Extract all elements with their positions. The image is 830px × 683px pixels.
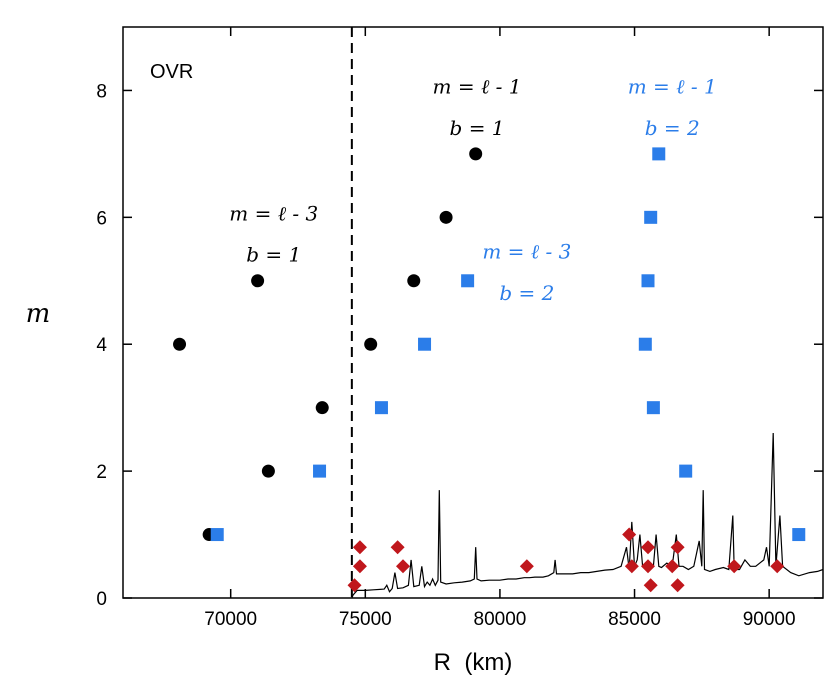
data-point-square: [646, 401, 660, 415]
y-tick-label: 6: [96, 208, 107, 229]
data-point-circle: [469, 147, 483, 161]
x-tick-label: 75000: [339, 609, 392, 630]
data-point-square: [461, 274, 475, 288]
data-point-circle: [364, 337, 378, 351]
x-tick-label: 90000: [743, 609, 796, 630]
data-point-diamond: [727, 559, 742, 574]
annotation-label: m = ℓ - 1: [628, 75, 717, 99]
tick-labels: 70000 75000 80000 85000 90000 0 2 4 6 8: [96, 81, 795, 630]
data-point-diamond: [670, 540, 685, 555]
ring-profile-line: [351, 432, 824, 599]
data-point-diamond: [352, 540, 367, 555]
annotation-label: m = ℓ - 3: [229, 202, 318, 226]
data-point-square: [792, 528, 806, 542]
annotation-label: b = 2: [645, 116, 700, 140]
data-point-diamond: [641, 559, 655, 574]
data-point-square: [210, 528, 224, 542]
data-point-diamond: [622, 527, 637, 542]
x-tick-label: 80000: [474, 609, 527, 630]
tick-marks: [123, 27, 823, 599]
annotation-label: b = 2: [499, 281, 554, 305]
annotation-label: m = ℓ - 1: [433, 75, 522, 99]
annotation-label: m = ℓ - 3: [482, 240, 571, 264]
annotation-label: b = 1: [450, 116, 505, 140]
x-tick-label: 70000: [204, 609, 257, 630]
data-point-square: [644, 210, 658, 224]
x-tick-label: 85000: [608, 609, 661, 630]
data-point-diamond: [352, 559, 367, 574]
data-point-diamond: [396, 559, 410, 574]
data-point-diamond: [665, 559, 680, 574]
data-point-square: [374, 401, 388, 415]
data-point-circle: [173, 337, 187, 351]
y-tick-label: 2: [96, 462, 107, 483]
data-point-diamond: [347, 578, 362, 593]
data-point-diamond: [641, 540, 655, 555]
data-point-circle: [251, 274, 265, 288]
y-tick-label: 4: [96, 335, 107, 356]
data-markers: [173, 147, 806, 593]
data-point-diamond: [770, 559, 785, 574]
panel-label: OVR: [150, 61, 193, 83]
data-point-square: [679, 464, 693, 478]
data-point-circle: [315, 401, 329, 415]
plot-frame: [122, 26, 824, 599]
data-point-square: [641, 274, 655, 288]
data-point-circle: [261, 464, 275, 478]
annotation-label: b = 1: [246, 243, 301, 267]
data-point-diamond: [624, 559, 639, 574]
x-axis-title: R (km): [434, 649, 513, 676]
data-point-circle: [439, 210, 453, 224]
data-point-square: [652, 147, 666, 161]
data-point-diamond: [670, 578, 685, 593]
y-tick-label: 0: [96, 589, 107, 610]
data-point-diamond: [390, 540, 405, 555]
data-point-circle: [407, 274, 421, 288]
y-tick-label: 8: [96, 81, 107, 102]
data-point-square: [638, 337, 652, 351]
data-point-diamond: [643, 578, 658, 593]
data-point-square: [418, 337, 432, 351]
y-axis-title: m: [26, 299, 51, 329]
data-point-diamond: [519, 559, 534, 574]
data-point-square: [313, 464, 327, 478]
annotations: m = ℓ - 3 b = 1 m = ℓ - 1 b = 1 m = ℓ - 1 b =…: [229, 75, 716, 305]
